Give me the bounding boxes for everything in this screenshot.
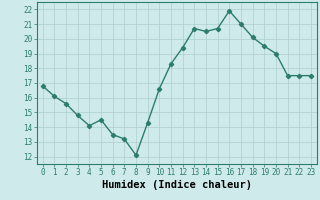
X-axis label: Humidex (Indice chaleur): Humidex (Indice chaleur) [102, 180, 252, 190]
